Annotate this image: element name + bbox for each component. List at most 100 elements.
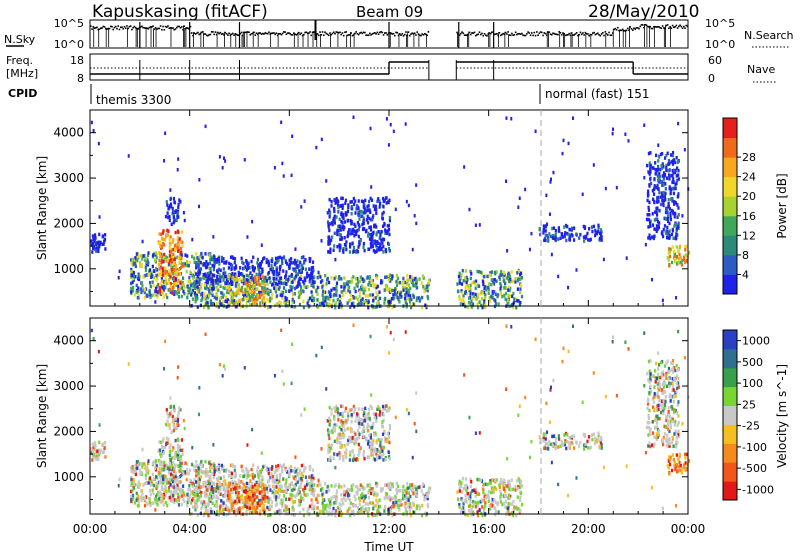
power-cell: [188, 280, 192, 284]
nsky-point: [273, 32, 275, 34]
power-cell: [392, 293, 395, 297]
power-cell: [232, 276, 235, 280]
power-cell: [501, 272, 504, 277]
power-cell: [197, 267, 200, 271]
velocity-cell: [408, 505, 411, 510]
velocity-cell: [266, 513, 270, 518]
power-cell: [331, 302, 334, 307]
power-cell: [512, 301, 515, 305]
velocity-cell: [154, 459, 158, 463]
power-cell: [424, 303, 427, 308]
power-cell: [141, 257, 144, 261]
power-cell: [654, 153, 658, 158]
velocity-cell: [420, 489, 423, 493]
velocity-cell: [410, 505, 413, 510]
power-cell: [406, 274, 409, 278]
nsky-point: [390, 32, 392, 35]
velocity-cell: [246, 505, 249, 510]
nsky-point: [159, 25, 162, 27]
nsky-point: [600, 33, 603, 35]
power-cell: [164, 259, 167, 263]
power-cell: [168, 204, 172, 208]
nsky-point: [641, 24, 644, 26]
nsky-point: [534, 34, 537, 37]
power-cell: [203, 292, 206, 296]
velocity-cell: [229, 490, 232, 494]
velocity-cell: [366, 502, 370, 506]
power-cell: [464, 289, 468, 294]
velocity-cell: [408, 507, 412, 512]
velocity-cell: [324, 503, 327, 508]
power-cell: [373, 249, 376, 254]
velocity-cell: [215, 499, 218, 504]
power-cell: [382, 237, 386, 242]
nsky-point: [542, 34, 544, 37]
power-cell: [375, 304, 379, 309]
power-cell: [154, 286, 158, 291]
power-cell: [671, 227, 674, 232]
power-cell: [386, 224, 389, 228]
power-cell: [293, 279, 296, 283]
power-cell: [232, 256, 235, 261]
power-cell: [172, 196, 175, 201]
power-cell: [204, 286, 207, 291]
nsky-point: [93, 27, 96, 29]
power-cell: [186, 260, 189, 264]
power-cell: [667, 158, 671, 163]
power-cell: [498, 277, 501, 281]
power-cell: [217, 259, 220, 263]
velocity-cell: [342, 490, 345, 494]
power-cell: [323, 290, 327, 294]
power-cell: [272, 276, 276, 281]
velocity-cell: [173, 408, 176, 413]
velocity-cell: [187, 495, 190, 500]
nsky-point: [327, 34, 330, 37]
velocity-cell: [349, 501, 352, 506]
power-cell: [154, 253, 157, 257]
power-cell: [194, 272, 198, 276]
velocity-cell: [226, 493, 229, 498]
power-cell: [215, 281, 218, 285]
velocity-cell: [372, 506, 375, 511]
power-cell: [274, 290, 278, 294]
velocity-cell: [199, 493, 203, 497]
power-cell: [663, 156, 667, 160]
velocity-cell: [194, 464, 198, 469]
power-cell: [130, 273, 133, 278]
velocity-cell: [268, 505, 272, 509]
velocity-cell: [328, 506, 331, 510]
nsky-point: [217, 31, 219, 34]
power-cell: [568, 227, 572, 232]
velocity-cell: [359, 487, 362, 492]
velocity-cell: [168, 462, 172, 466]
velocity-cell: [161, 481, 165, 485]
power-cell: [333, 287, 336, 291]
power-cell: [602, 257, 605, 262]
nsky-point: [147, 27, 149, 30]
nsky-point: [375, 33, 377, 35]
power-cell: [194, 256, 198, 261]
power-cell: [339, 295, 343, 299]
power-cell: [395, 273, 398, 278]
nsky-point: [336, 31, 339, 34]
power-cell: [262, 298, 265, 302]
nsky-point: [426, 34, 428, 37]
power-cell: [595, 231, 599, 236]
velocity-cell: [354, 497, 357, 502]
power-cell: [340, 277, 343, 281]
velocity-cell: [179, 467, 182, 472]
power-cell: [245, 261, 249, 265]
power-cell: [183, 291, 186, 296]
power-cell: [333, 206, 336, 211]
nsky-point: [228, 32, 230, 35]
velocity-cell: [164, 442, 168, 447]
power-cell: [364, 294, 367, 298]
velocity-cell: [353, 494, 356, 499]
power-cell: [279, 264, 282, 269]
nsky-point: [239, 32, 242, 35]
power-cell: [493, 297, 496, 302]
power-cell: [487, 287, 490, 292]
power-cell: [173, 282, 176, 286]
power-cell: [293, 286, 297, 291]
velocity-cell: [271, 500, 274, 505]
